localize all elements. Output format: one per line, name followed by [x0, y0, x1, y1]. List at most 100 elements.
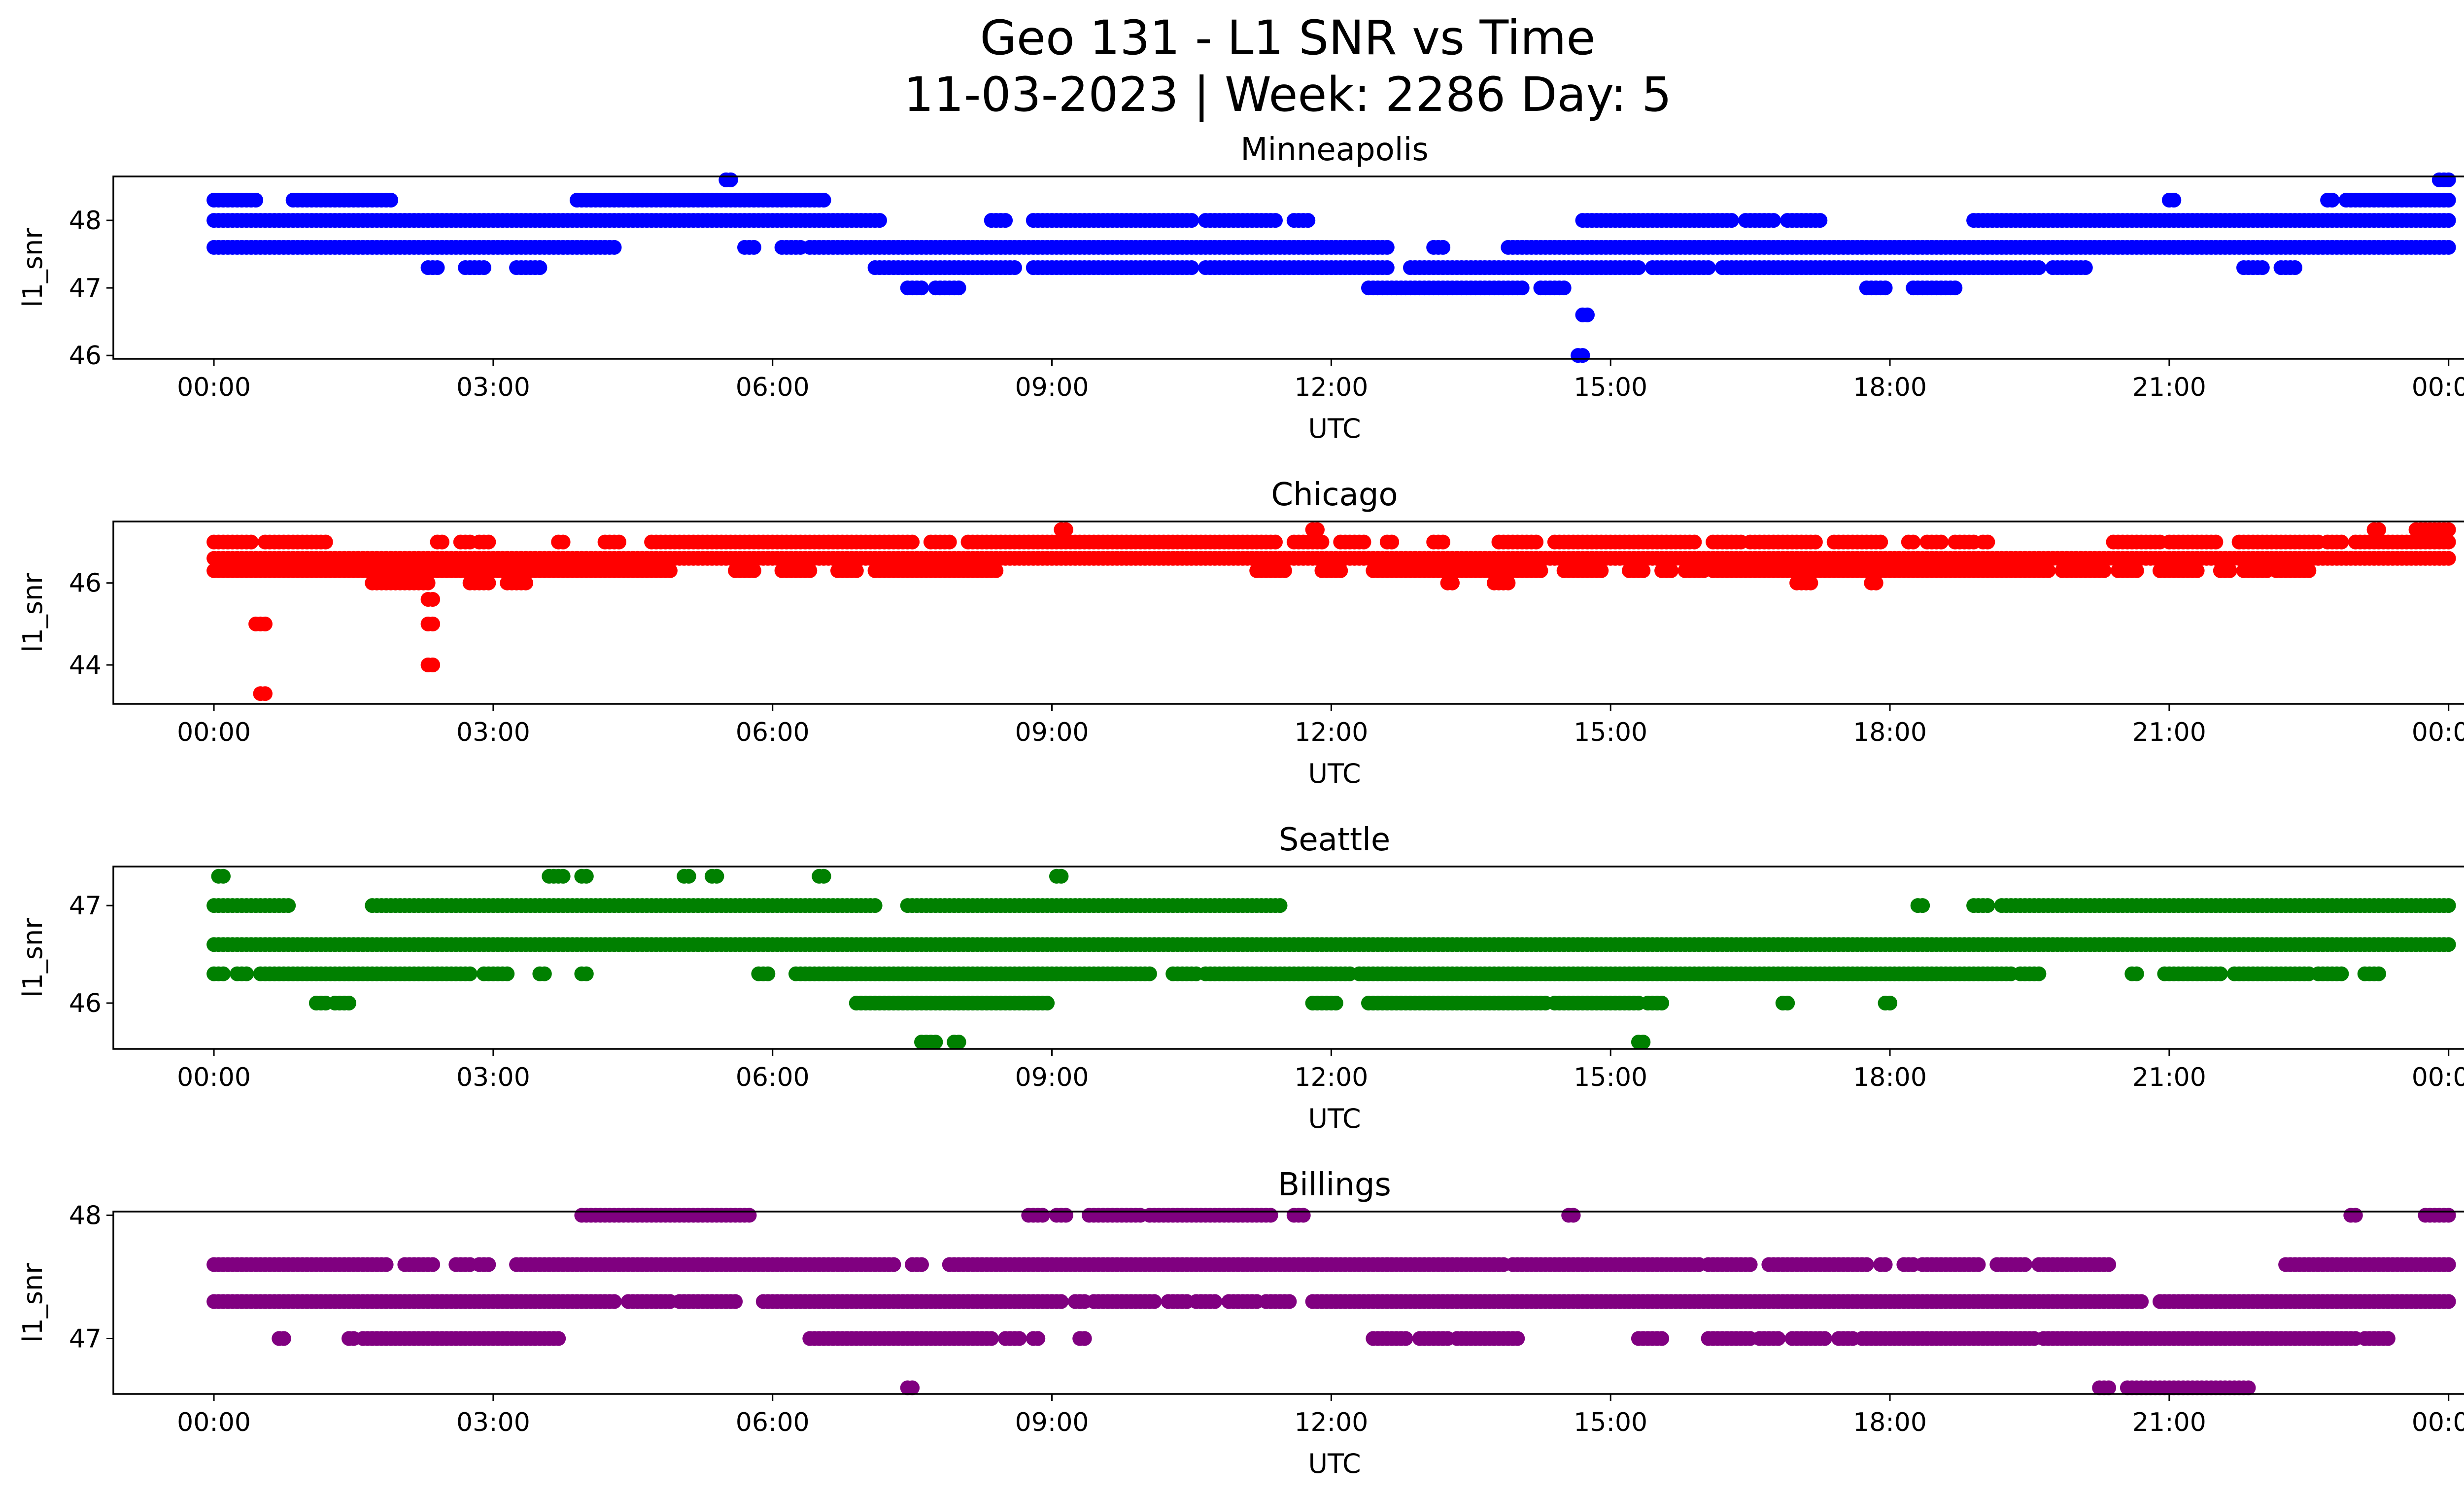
data-point	[2129, 966, 2144, 981]
x-axis-label: UTC	[1308, 1448, 1361, 1479]
data-point	[2208, 534, 2224, 550]
data-point	[555, 534, 571, 550]
data-point	[1575, 348, 1590, 363]
x-tick-label: 06:00	[736, 1063, 810, 1092]
data-point	[886, 1257, 901, 1272]
data-point	[1654, 1331, 1670, 1346]
data-point	[1300, 213, 1316, 228]
data-point	[1654, 996, 1670, 1010]
y-tick-label: 48	[69, 206, 102, 236]
data-point	[1664, 563, 1678, 578]
data-point	[2441, 1257, 2456, 1272]
data-point	[1859, 1257, 1874, 1272]
data-point	[239, 966, 254, 981]
data-point	[1594, 563, 1609, 578]
x-tick-label: 06:00	[736, 373, 810, 402]
data-point	[1184, 213, 1199, 228]
data-point	[2441, 937, 2456, 952]
data-point	[942, 534, 957, 550]
x-tick-label: 06:00	[736, 718, 810, 747]
data-point	[1724, 213, 1739, 228]
y-tick-label: 46	[69, 989, 102, 1018]
x-tick-label: 21:00	[2132, 1063, 2206, 1092]
data-point	[1207, 1294, 1223, 1309]
x-tick-label: 00:00	[2412, 718, 2464, 747]
data-point	[1314, 534, 1330, 550]
data-point	[2334, 534, 2349, 550]
x-tick-label: 18:00	[1853, 718, 1927, 747]
figure-title-line2: 11-03-2023 | Week: 2286 Day: 5	[904, 67, 1672, 123]
data-point	[984, 1331, 999, 1346]
data-point	[248, 193, 264, 208]
x-axis-label: UTC	[1308, 413, 1361, 444]
data-point	[2441, 1294, 2456, 1309]
data-point	[607, 1294, 622, 1309]
x-tick-label: 15:00	[1574, 373, 1647, 402]
data-point	[2441, 898, 2456, 913]
data-point	[216, 966, 231, 981]
data-point	[816, 869, 831, 884]
data-point	[1701, 260, 1716, 275]
data-point	[1356, 534, 1371, 550]
data-point	[2441, 534, 2456, 550]
data-point	[1058, 522, 1073, 537]
data-point	[914, 280, 929, 296]
data-point	[1636, 1035, 1651, 1050]
data-point	[2441, 551, 2456, 566]
data-point	[281, 898, 296, 913]
x-tick-label: 21:00	[2132, 718, 2206, 747]
data-point	[2101, 1257, 2117, 1272]
data-point	[2134, 1294, 2149, 1309]
data-point	[2031, 260, 2047, 275]
x-tick-label: 00:00	[177, 718, 251, 747]
x-tick-label: 15:00	[1574, 1063, 1647, 1092]
data-point	[1277, 563, 1292, 578]
data-point	[243, 534, 259, 550]
data-point	[481, 534, 496, 550]
data-point	[746, 240, 761, 255]
data-point	[1771, 1331, 1786, 1346]
panel-title: Chicago	[1271, 477, 1398, 513]
plot-frame	[112, 175, 2464, 360]
data-point	[477, 260, 491, 275]
data-point	[709, 869, 724, 884]
data-point	[2255, 260, 2270, 275]
data-point	[905, 534, 920, 550]
data-point	[1971, 1257, 1986, 1272]
data-point	[1980, 534, 1995, 550]
figure-title-line1: Geo 131 - L1 SNR vs Time	[980, 10, 1596, 66]
data-point	[1813, 213, 1828, 228]
x-tick-label: 03:00	[456, 1063, 530, 1092]
data-point	[1012, 1331, 1027, 1346]
data-point	[612, 534, 626, 550]
data-point	[728, 1294, 743, 1309]
x-tick-label: 12:00	[1294, 373, 1368, 402]
x-tick-label: 15:00	[1574, 718, 1647, 747]
data-point	[383, 193, 399, 208]
data-point	[2441, 213, 2456, 228]
data-point	[1398, 1331, 1413, 1346]
x-tick-label: 09:00	[1015, 1063, 1089, 1092]
y-axis-label: l1_snr	[17, 1263, 48, 1343]
data-point	[1868, 575, 1883, 591]
data-point	[1054, 1294, 1069, 1309]
y-axis-label: l1_snr	[17, 573, 48, 653]
data-point	[1054, 869, 1069, 884]
data-point	[662, 563, 678, 578]
axis-ticks: 00:00 03:00 06:00 09:00 12:00 15:00 18:00 21:00…	[69, 206, 2464, 402]
y-axis-label: l1_snr	[17, 228, 48, 308]
data-point	[1310, 522, 1325, 537]
panel-minneapolis: Minneapolis UTC l1_snr 00:00 03:00 06:00 09…	[17, 132, 2464, 444]
data-point	[537, 966, 552, 981]
data-point	[1533, 563, 1548, 578]
data-point	[928, 1035, 943, 1050]
y-tick-label: 47	[69, 274, 102, 303]
data-point	[1580, 307, 1595, 322]
data-point	[425, 1257, 441, 1272]
data-point	[555, 869, 571, 884]
data-point	[2213, 966, 2228, 981]
data-point	[1808, 534, 1823, 550]
data-point	[258, 616, 273, 631]
data-point	[1566, 1208, 1581, 1223]
data-point	[2301, 563, 2317, 578]
